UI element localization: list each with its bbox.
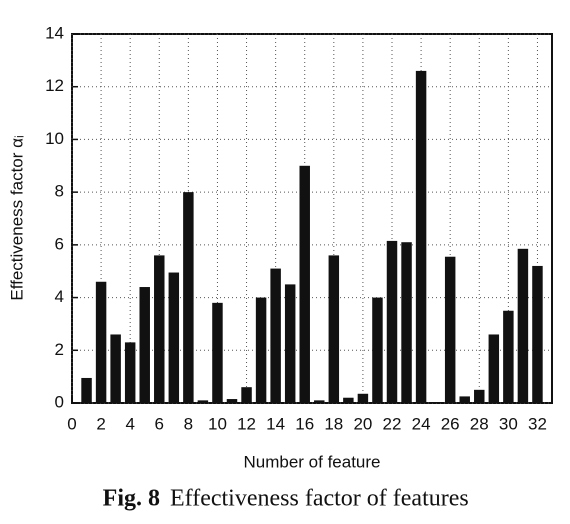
bar — [284, 284, 296, 403]
bar — [488, 334, 500, 403]
bar — [299, 165, 310, 403]
bar — [95, 281, 107, 403]
bar — [386, 240, 398, 403]
x-tick-label: 24 — [412, 414, 431, 433]
bar — [328, 255, 340, 403]
x-tick-label: 8 — [184, 414, 193, 433]
bar — [226, 399, 238, 403]
x-tick-label: 0 — [67, 414, 76, 433]
bar — [357, 393, 369, 403]
bar — [255, 297, 267, 403]
y-tick-label: 8 — [55, 182, 64, 201]
x-axis-label: Number of feature — [243, 452, 380, 471]
bar — [474, 389, 485, 403]
y-tick-label: 4 — [55, 287, 64, 306]
y-tick-label: 14 — [45, 23, 64, 42]
x-tick-label: 10 — [208, 414, 227, 433]
y-tick-label: 6 — [55, 234, 64, 253]
y-axis-label: Effectiveness factor αᵢ — [7, 135, 26, 300]
chart-title: Effectiveness factor of features — [170, 486, 469, 512]
x-tick-label: 16 — [295, 414, 314, 433]
x-tick-label: 28 — [470, 414, 489, 433]
figure-label: Fig. 8 — [103, 486, 160, 512]
x-tick-label: 22 — [383, 414, 402, 433]
bar — [124, 342, 136, 403]
bar — [517, 248, 529, 403]
bar — [139, 287, 150, 403]
y-tick-label: 0 — [55, 392, 64, 411]
bar — [532, 265, 543, 403]
bar — [415, 70, 427, 404]
x-tick-label: 6 — [155, 414, 164, 433]
y-tick-label: 12 — [45, 76, 64, 95]
x-tick-label: 26 — [441, 414, 460, 433]
bar — [270, 268, 281, 403]
bar — [343, 397, 354, 403]
x-tick-label: 12 — [237, 414, 256, 433]
bar — [183, 192, 194, 403]
bar — [212, 302, 223, 403]
bar — [168, 272, 180, 403]
bar — [197, 400, 209, 403]
y-tick-label: 10 — [45, 129, 64, 148]
x-tick-label: 20 — [353, 414, 372, 433]
bar — [401, 242, 412, 403]
bar — [314, 400, 325, 403]
x-tick-label: 18 — [324, 414, 343, 433]
bar — [154, 255, 165, 403]
bar — [110, 334, 121, 403]
x-tick-label: 14 — [266, 414, 285, 433]
bar — [372, 297, 383, 403]
bar — [459, 396, 470, 403]
bar — [430, 402, 441, 403]
x-tick-label: 32 — [528, 414, 547, 433]
bar — [444, 256, 456, 403]
bar — [241, 387, 252, 403]
y-tick-label: 2 — [55, 340, 64, 359]
bar — [503, 310, 514, 403]
x-tick-label: 4 — [125, 414, 134, 433]
x-tick-label: 2 — [96, 414, 105, 433]
x-tick-label: 30 — [499, 414, 518, 433]
bar — [81, 377, 92, 403]
